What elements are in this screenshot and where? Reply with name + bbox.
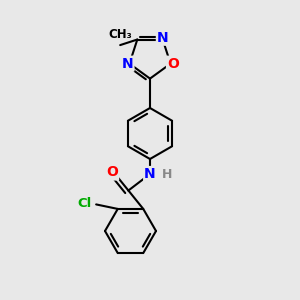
Text: N: N bbox=[144, 167, 156, 181]
Text: N: N bbox=[122, 57, 134, 71]
Text: O: O bbox=[106, 166, 118, 179]
Text: H: H bbox=[161, 168, 172, 182]
Text: O: O bbox=[167, 57, 179, 71]
Text: N: N bbox=[157, 31, 169, 45]
Text: Cl: Cl bbox=[77, 197, 92, 210]
Text: CH₃: CH₃ bbox=[108, 28, 132, 41]
